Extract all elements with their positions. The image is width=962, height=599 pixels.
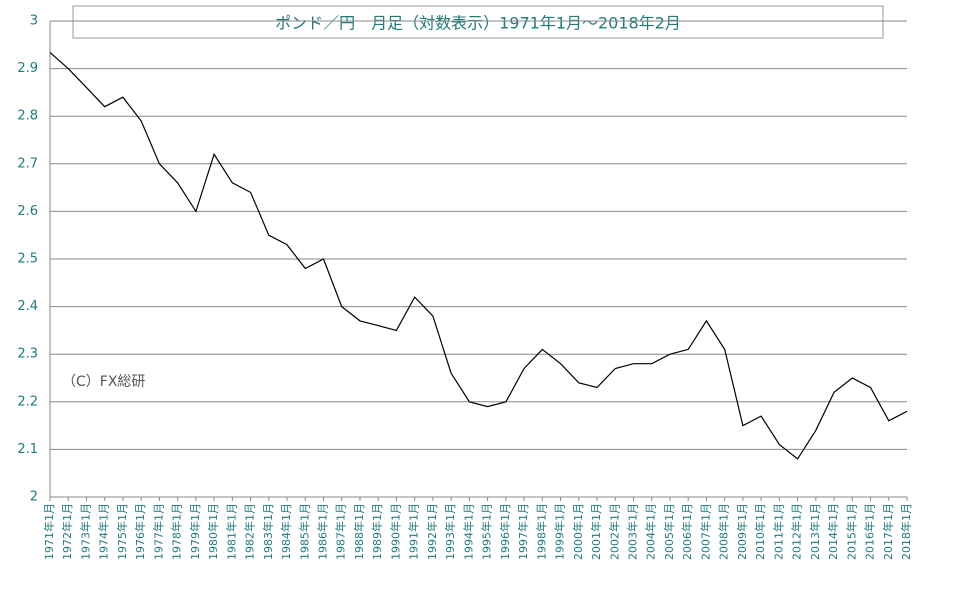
y-tick-label: 2.5 [17, 252, 38, 267]
y-tick-label: 2.8 [17, 109, 38, 124]
x-tick-label: 2005年1月 [662, 503, 676, 560]
x-tick-label: 1986年1月 [316, 503, 330, 560]
line-series [49, 51, 908, 460]
y-tick-label: 2.2 [17, 394, 38, 409]
x-tick-label: 2006年1月 [680, 503, 694, 560]
x-tick-label: 1984年1月 [279, 503, 293, 560]
x-tick-label: 2013年1月 [808, 503, 822, 560]
x-tick-label: 2007年1月 [698, 503, 712, 560]
y-tick-label: 2.3 [17, 347, 38, 362]
x-tick-label: 2014年1月 [826, 503, 840, 560]
x-tick-label: 1995年1月 [480, 503, 494, 560]
title-box [72, 5, 884, 39]
x-tick-label: 2002年1月 [607, 503, 621, 560]
annotation: （C）FX総研 [62, 374, 145, 390]
y-tick-label: 2.1 [17, 442, 38, 457]
y-tick-label: 2 [30, 490, 38, 505]
y-tick-label: 2.4 [17, 299, 38, 314]
x-tick-label: 2003年1月 [625, 503, 639, 560]
x-tick-label: 1998年1月 [534, 503, 548, 560]
x-tick-label: 1979年1月 [188, 503, 202, 560]
x-tick-label: 1972年1月 [60, 503, 74, 560]
x-tick-label: 1996年1月 [498, 503, 512, 560]
x-tick-label: 1988年1月 [352, 503, 366, 560]
x-tick-label: 2000年1月 [571, 503, 585, 560]
x-tick-label: 2012年1月 [790, 503, 804, 560]
x-tick-label: 2015年1月 [844, 503, 858, 560]
y-tick-label: 2.9 [17, 61, 38, 76]
x-tick-label: 1977年1月 [151, 503, 165, 560]
x-tick-label: 1978年1月 [170, 503, 184, 560]
x-tick-label: 1975年1月 [115, 503, 129, 560]
x-tick-label: 2011年1月 [771, 503, 785, 560]
x-tick-label: 2004年1月 [644, 503, 658, 560]
x-tick-label: 2009年1月 [735, 503, 749, 560]
x-tick-label: 1974年1月 [97, 503, 111, 560]
x-tick-label: 1993年1月 [443, 503, 457, 560]
x-tick-label: 1980年1月 [206, 503, 220, 560]
x-tick-label: 2008年1月 [717, 503, 731, 560]
x-tick-label: 1989年1月 [370, 503, 384, 560]
y-tick-label: 3 [30, 14, 38, 29]
chart-title: ポンド／円 月足（対数表示）1971年1月～2018年2月 [275, 14, 681, 33]
x-tick-label: 2010年1月 [753, 503, 767, 560]
x-tick-label: 1999年1月 [553, 503, 567, 560]
x-tick-label: 2017年1月 [881, 503, 895, 560]
x-tick-label: 1973年1月 [78, 503, 92, 560]
x-tick-label: 1982年1月 [243, 503, 257, 560]
x-tick-label: 1983年1月 [261, 503, 275, 560]
x-tick-label: 1971年1月 [42, 503, 56, 560]
x-tick-label: 1994年1月 [461, 503, 475, 560]
x-tick-label: 1981年1月 [224, 503, 238, 560]
x-tick-label: 2016年1月 [863, 503, 877, 560]
y-tick-label: 2.7 [17, 156, 38, 171]
x-tick-label: 1990年1月 [388, 503, 402, 560]
x-tick-label: 2018年1月 [899, 503, 913, 560]
y-tick-label: 2.6 [17, 204, 38, 219]
x-tick-label: 1992年1月 [425, 503, 439, 560]
x-tick-label: 1987年1月 [334, 503, 348, 560]
x-tick-label: 2001年1月 [589, 503, 603, 560]
x-tick-label: 1976年1月 [133, 503, 147, 560]
x-tick-label: 1991年1月 [407, 503, 421, 560]
x-tick-label: 1997年1月 [516, 503, 530, 560]
x-tick-label: 1985年1月 [297, 503, 311, 560]
